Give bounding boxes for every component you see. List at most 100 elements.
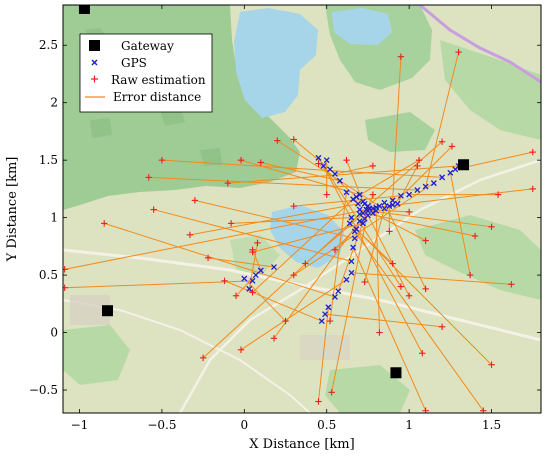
gps-point	[351, 228, 358, 235]
x-axis-label: X Distance [km]	[249, 437, 354, 452]
legend-raw-label: Raw estimation	[111, 73, 206, 87]
raw-estimation-point	[282, 317, 289, 325]
legend-gps-label: GPS	[121, 56, 147, 70]
error-distance-line	[227, 165, 459, 184]
gps-point	[356, 218, 363, 225]
error-distance-line	[64, 280, 253, 289]
raw-estimation-point	[290, 271, 297, 279]
gps-point	[315, 154, 322, 161]
gps-point	[246, 285, 253, 292]
raw-estimation-point	[466, 271, 474, 279]
x-tick-label: −0.5	[147, 418, 176, 432]
raw-estimation-point	[405, 208, 413, 216]
error-distance-line	[322, 165, 423, 354]
raw-estimation-point	[227, 220, 235, 227]
error-distance-line	[202, 213, 361, 359]
error-distance-line	[334, 165, 373, 175]
raw-estimation-points	[63, 48, 536, 413]
error-distance-line	[366, 209, 410, 213]
error-distance-line	[231, 217, 352, 224]
x-tick-label: −1	[71, 418, 89, 432]
error-distance-line	[104, 222, 336, 298]
gps-point	[381, 199, 388, 206]
raw-estimation-point	[397, 283, 405, 290]
error-distance-line	[364, 208, 385, 283]
raw-estimation-point	[448, 143, 456, 150]
error-distance-lines	[64, 52, 533, 411]
gps-point	[351, 235, 358, 242]
y-axis-ticks: −0.5 0 0.5 1 1.5 2 2.5	[29, 38, 541, 397]
raw-estimation-point	[414, 162, 421, 170]
error-distance-line	[252, 198, 354, 293]
x-tick-label: 0	[240, 418, 248, 432]
raw-estimation-point	[361, 278, 368, 286]
gps-point	[364, 212, 371, 219]
gps-point	[350, 196, 357, 203]
raw-estimation-point	[529, 148, 536, 156]
gps-point	[332, 293, 338, 300]
gps-point	[389, 202, 396, 208]
legend-box	[79, 33, 213, 113]
gps-point	[366, 205, 373, 212]
legend-gateway-marker	[89, 40, 100, 51]
gps-point	[353, 193, 360, 200]
gps-points	[241, 154, 462, 325]
raw-estimation-point	[63, 284, 68, 291]
gateway-marker	[78, 5, 90, 14]
error-distance-line	[240, 159, 360, 196]
error-distance-line	[397, 165, 418, 205]
raw-estimation-point	[101, 220, 108, 227]
error-distance-line	[235, 274, 257, 297]
error-distance-line	[325, 313, 443, 328]
gps-point	[355, 200, 362, 207]
y-tick-label: 0	[50, 326, 58, 340]
gps-point	[363, 206, 370, 213]
gps-point	[348, 214, 355, 221]
raw-estimation-point	[343, 156, 350, 164]
legend: Gateway GPS Raw estimation Error distanc…	[79, 33, 213, 113]
gps-point	[320, 162, 327, 169]
raw-estimation-point	[508, 281, 515, 288]
error-distance-line	[367, 215, 410, 296]
raw-estimation-point	[529, 185, 536, 193]
error-distance-line	[293, 139, 331, 170]
raw-estimation-point	[455, 48, 462, 56]
error-distance-line	[240, 279, 347, 351]
error-distance-line	[449, 172, 471, 276]
gps-point	[350, 244, 357, 251]
raw-estimation-point	[199, 354, 207, 362]
gps-point	[356, 191, 363, 198]
gps-point	[322, 311, 329, 318]
gps-point	[369, 210, 376, 216]
raw-estimation-point	[270, 335, 278, 342]
legend-gateway-label: Gateway	[121, 39, 174, 53]
raw-estimation-point	[274, 137, 281, 144]
gps-point	[343, 276, 350, 283]
gps-point	[336, 177, 343, 184]
raw-estimation-point	[422, 237, 429, 244]
error-distance-line	[425, 52, 460, 187]
raw-estimation-point	[397, 53, 405, 60]
raw-estimation-point	[438, 138, 446, 145]
gps-point	[439, 174, 446, 181]
raw-estimation-point	[249, 248, 256, 256]
gps-point	[323, 157, 330, 164]
raw-estimation-point	[249, 289, 256, 296]
gps-point	[318, 318, 325, 325]
gps-point	[406, 191, 413, 198]
gps-point	[394, 200, 401, 207]
gateway-marker	[390, 367, 402, 379]
raw-estimation-point	[158, 156, 166, 164]
error-distance-line	[375, 210, 380, 333]
gateway-marker	[102, 305, 114, 317]
y-tick-label: 1.5	[39, 153, 58, 167]
raw-estimation-point	[204, 254, 212, 262]
raw-estimation-point	[328, 389, 335, 396]
gps-point	[346, 220, 353, 227]
y-axis-label: Y Distance [km]	[5, 157, 20, 263]
gps-point	[332, 170, 338, 177]
raw-estimation-point	[224, 179, 232, 187]
plot-frame	[62, 4, 542, 414]
raw-estimation-point	[221, 277, 228, 285]
error-distance-line	[392, 56, 402, 201]
